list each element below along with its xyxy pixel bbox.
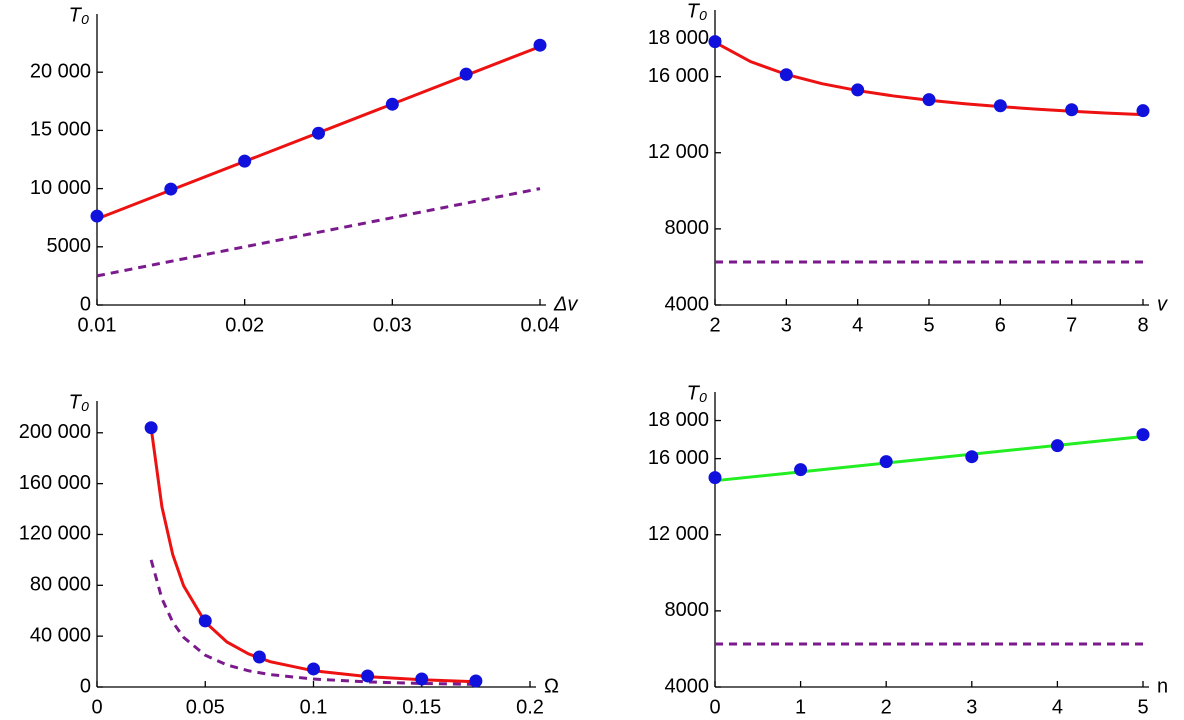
y-tick-label: 0 <box>80 293 91 315</box>
y-axis-label: T₀ <box>687 0 708 22</box>
data-point <box>90 209 104 223</box>
y-tick-label: 40 000 <box>30 624 91 646</box>
y-tick-label: 16 000 <box>648 447 709 469</box>
y-tick-label: 18 000 <box>648 409 709 431</box>
x-tick-label: 0 <box>91 696 102 718</box>
y-tick-label: 12 000 <box>648 523 709 545</box>
x-tick-label: 6 <box>995 314 1006 336</box>
x-axis-label: v <box>1157 293 1168 315</box>
x-axis-label: n <box>1157 675 1168 697</box>
x-tick-label: 0.04 <box>521 314 560 336</box>
x-tick-label: 0.03 <box>373 314 412 336</box>
y-tick-label: 16 000 <box>648 65 709 87</box>
data-point <box>708 471 722 485</box>
y-tick-label: 80 000 <box>30 574 91 596</box>
y-tick-label: 8000 <box>665 599 710 621</box>
data-point <box>361 669 375 683</box>
x-tick-label: 3 <box>966 696 977 718</box>
x-tick-label: 3 <box>781 314 792 336</box>
data-point <box>851 83 865 97</box>
y-tick-label: 200 000 <box>19 421 91 443</box>
x-tick-label: 0.05 <box>186 696 225 718</box>
x-tick-label: 2 <box>881 696 892 718</box>
data-point <box>1136 428 1150 442</box>
data-point <box>993 99 1007 113</box>
y-axis-label: T₀ <box>687 382 708 404</box>
data-point <box>198 614 212 628</box>
y-tick-label: 12 000 <box>648 141 709 163</box>
x-tick-label: 0 <box>709 696 720 718</box>
y-axis-label: T₀ <box>69 391 90 413</box>
y-tick-label: 160 000 <box>19 472 91 494</box>
x-tick-label: 4 <box>852 314 863 336</box>
data-point <box>922 93 936 107</box>
x-tick-label: 8 <box>1137 314 1148 336</box>
y-tick-label: 4000 <box>665 293 710 315</box>
data-point <box>879 455 893 469</box>
x-tick-label: 0.1 <box>300 696 328 718</box>
y-tick-label: 4000 <box>665 675 710 697</box>
x-tick-label: 7 <box>1066 314 1077 336</box>
data-point <box>794 463 808 477</box>
data-point <box>144 421 158 435</box>
x-tick-label: 4 <box>1052 696 1063 718</box>
fit-line <box>149 427 476 684</box>
dashed-line <box>149 559 476 686</box>
data-point <box>469 674 483 688</box>
data-point <box>533 38 547 52</box>
dashed-line <box>96 187 541 278</box>
x-tick-label: 5 <box>1137 696 1148 718</box>
y-tick-label: 18 000 <box>648 27 709 49</box>
data-point <box>312 126 325 140</box>
data-point <box>779 68 793 82</box>
fit-line <box>714 435 1144 483</box>
x-axis-label: Δv <box>553 293 578 315</box>
y-tick-label: 0 <box>80 675 91 697</box>
data-point <box>459 67 473 81</box>
data-point <box>385 97 399 111</box>
data-point <box>1065 103 1079 117</box>
x-tick-label: 0.15 <box>402 696 441 718</box>
y-tick-label: 5000 <box>47 235 92 257</box>
y-tick-label: 8000 <box>665 217 710 239</box>
data-point <box>164 182 178 196</box>
x-axis-label: Ω <box>544 675 559 697</box>
data-point <box>238 154 252 168</box>
x-tick-label: 5 <box>923 314 934 336</box>
y-tick-label: 10 000 <box>30 177 91 199</box>
data-point <box>1136 104 1150 118</box>
y-tick-label: 120 000 <box>19 523 91 545</box>
data-point <box>415 672 429 686</box>
x-tick-label: 0.01 <box>78 314 117 336</box>
x-tick-label: 1 <box>795 696 806 718</box>
data-point <box>965 450 979 464</box>
data-point <box>252 650 266 664</box>
y-tick-label: 15 000 <box>30 119 91 141</box>
data-point <box>1050 439 1064 453</box>
x-tick-label: 0.2 <box>516 696 544 718</box>
data-point <box>307 662 320 676</box>
x-tick-label: 2 <box>709 314 720 336</box>
y-axis-label: T₀ <box>69 4 90 26</box>
x-tick-label: 0.02 <box>225 314 264 336</box>
y-tick-label: 20 000 <box>30 60 91 82</box>
data-point <box>708 35 722 49</box>
